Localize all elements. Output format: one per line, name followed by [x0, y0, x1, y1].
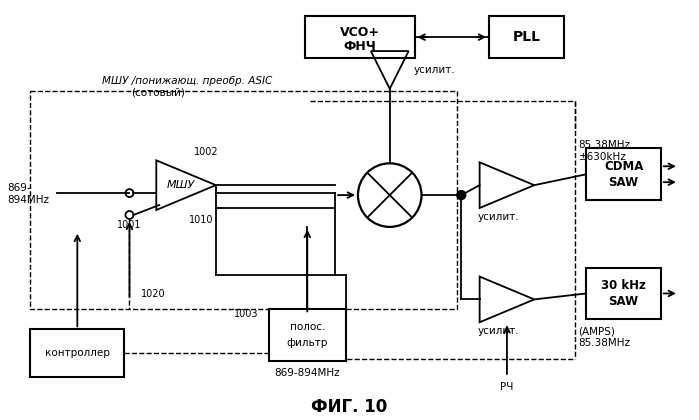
Bar — [30, 329, 124, 377]
Text: 894MHz: 894MHz — [7, 195, 49, 205]
Bar — [268, 310, 346, 361]
Text: (AMPS): (AMPS) — [579, 326, 615, 336]
Text: 85.38MHz: 85.38MHz — [579, 338, 630, 348]
Text: 30 kHz: 30 kHz — [601, 279, 646, 292]
Circle shape — [456, 191, 466, 200]
Text: 1010: 1010 — [189, 215, 213, 225]
Text: усилит.: усилит. — [477, 326, 519, 336]
Text: МШУ: МШУ — [167, 180, 195, 190]
Text: SAW: SAW — [609, 295, 639, 308]
Text: 1001: 1001 — [117, 220, 141, 230]
Text: 1002: 1002 — [194, 147, 218, 158]
Text: усилит.: усилит. — [414, 65, 455, 75]
Text: контроллер: контроллер — [45, 348, 110, 358]
Text: ФИГ. 10: ФИГ. 10 — [311, 398, 387, 416]
Text: усилит.: усилит. — [477, 212, 519, 222]
Bar — [586, 148, 661, 200]
Text: ФНЧ: ФНЧ — [343, 39, 376, 52]
Text: 85.38MHz: 85.38MHz — [579, 140, 630, 150]
Text: PLL: PLL — [512, 30, 540, 44]
Text: полос.: полос. — [289, 322, 325, 332]
Text: VCO+: VCO+ — [340, 26, 380, 39]
Text: ±630kHz: ±630kHz — [579, 152, 626, 163]
Text: 869-: 869- — [7, 183, 31, 193]
Text: SAW: SAW — [609, 176, 639, 189]
Text: фильтр: фильтр — [287, 338, 328, 348]
Bar — [586, 268, 661, 319]
Text: РЧ: РЧ — [500, 382, 514, 392]
Text: МШУ /понижающ. преобр. ASIC: МШУ /понижающ. преобр. ASIC — [101, 76, 272, 86]
Bar — [305, 16, 415, 58]
Bar — [30, 91, 457, 310]
Text: 1003: 1003 — [234, 309, 259, 319]
Bar — [489, 16, 563, 58]
Text: 1020: 1020 — [141, 289, 166, 299]
Text: (сотовый): (сотовый) — [131, 88, 185, 98]
Text: CDMA: CDMA — [604, 160, 643, 173]
Text: 869-894MHz: 869-894MHz — [275, 368, 340, 378]
